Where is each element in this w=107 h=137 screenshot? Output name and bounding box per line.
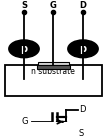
- Bar: [38, 62, 69, 65]
- Text: S: S: [21, 1, 27, 10]
- Ellipse shape: [9, 40, 39, 58]
- Ellipse shape: [68, 40, 98, 58]
- Text: n substrate: n substrate: [31, 67, 75, 76]
- Text: D: D: [79, 105, 85, 114]
- Text: p: p: [20, 44, 28, 54]
- Text: p: p: [79, 44, 87, 54]
- Text: D: D: [80, 1, 86, 10]
- Bar: [5, 65, 102, 96]
- Text: S: S: [79, 129, 84, 137]
- Bar: [37, 65, 70, 69]
- Text: G: G: [50, 1, 56, 10]
- Text: G: G: [22, 117, 28, 126]
